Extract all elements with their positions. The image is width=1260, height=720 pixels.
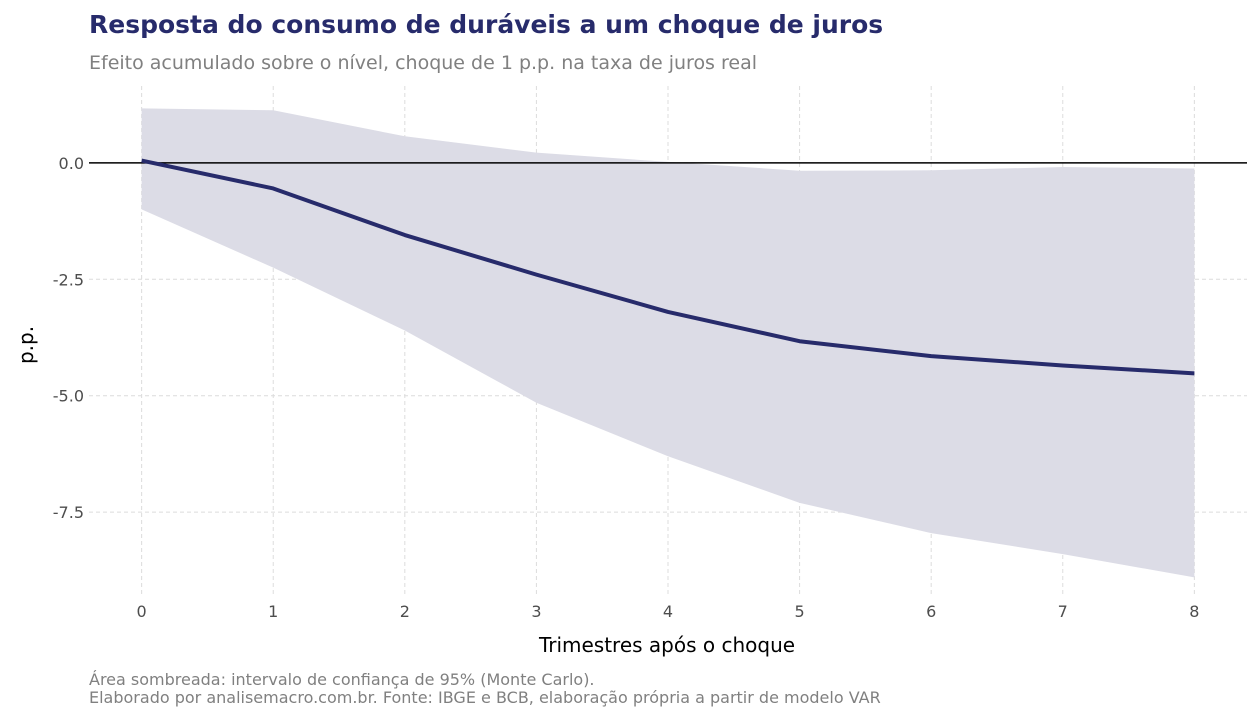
x-tick-label: 6 [926,602,936,621]
chart-title: Resposta do consumo de duráveis a um cho… [89,10,884,39]
y-axis-title: p.p. [14,326,38,364]
y-tick-label: -2.5 [53,270,84,289]
y-tick-label: -5.0 [53,387,84,406]
y-tick-labels: 0.0 -2.5 -5.0 -7.5 [53,154,84,522]
x-tick-label: 5 [794,602,804,621]
chart-subtitle: Efeito acumulado sobre o nível, choque d… [89,52,758,74]
x-axis-title: Trimestres após o choque [538,633,795,657]
confidence-band [141,108,1195,578]
response-series-line [141,158,1195,376]
caption-source: Elaborado por analisemacro.com.br. Fonte… [89,688,881,707]
caption-confidence-note: Área sombreada: intervalo de confiança d… [89,670,595,689]
x-tick-label: 2 [400,602,410,621]
x-tick-labels: 0 1 2 3 4 5 6 7 8 [137,602,1200,621]
x-tick-label: 3 [531,602,541,621]
x-tick-label: 8 [1189,602,1199,621]
x-tick-label: 7 [1058,602,1068,621]
y-tick-label: -7.5 [53,503,84,522]
x-tick-label: 0 [137,602,147,621]
x-tick-label: 1 [268,602,278,621]
x-tick-label: 4 [663,602,673,621]
y-tick-label: 0.0 [59,154,84,173]
